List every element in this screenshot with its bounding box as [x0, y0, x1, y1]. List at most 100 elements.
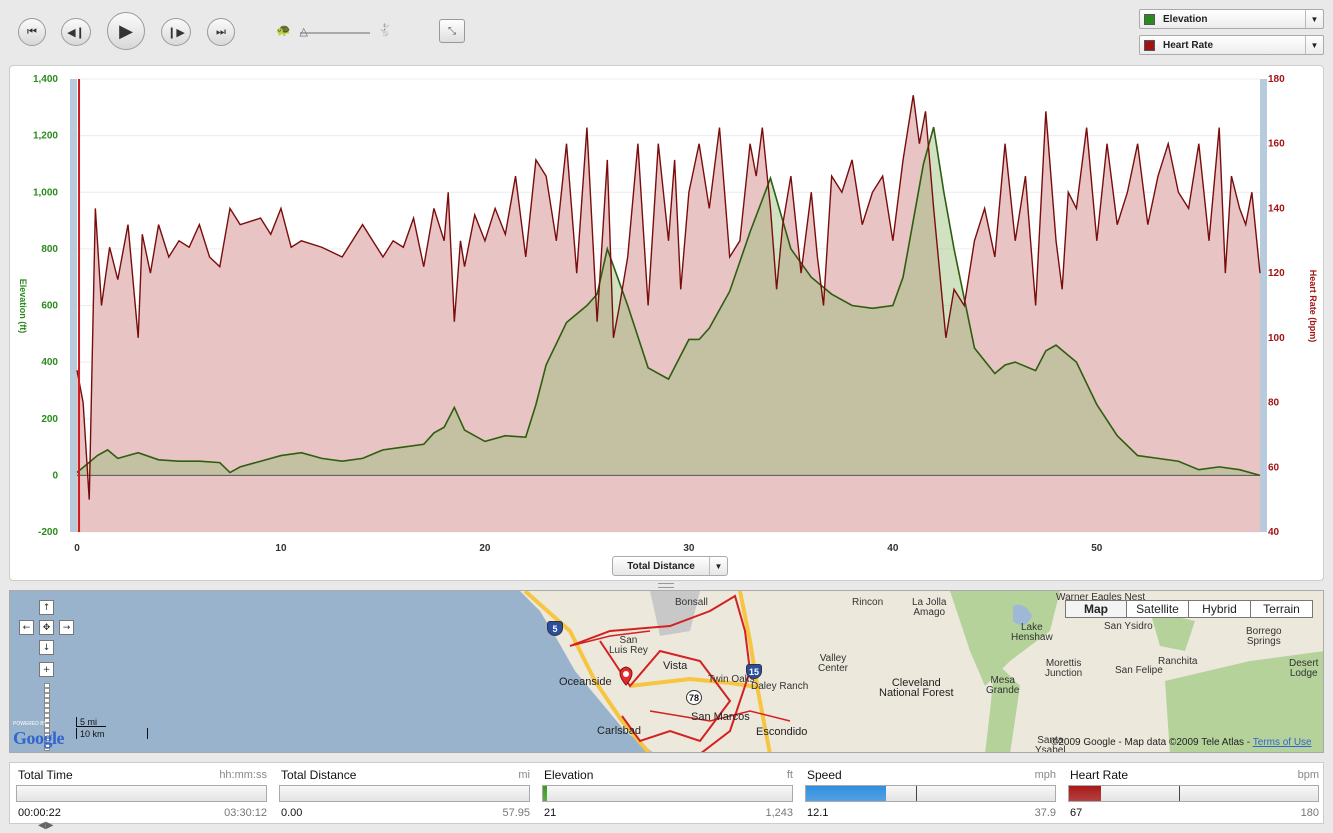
map-type-map[interactable]: Map — [1065, 600, 1127, 618]
zoom-in-icon[interactable]: + — [39, 662, 54, 677]
map-label: Mesa Grande — [986, 675, 1020, 696]
map-panel[interactable]: ↑ ← ✥ → ↓ + POWERED BY Google 5 mi 10 km… — [9, 590, 1324, 753]
chevron-down-icon[interactable]: ▼ — [709, 557, 727, 575]
x-axis-select[interactable]: Total Distance ▼ — [612, 556, 728, 576]
series-select-heart-rate[interactable]: Heart Rate ▼ — [1139, 35, 1324, 55]
map-label: Lake Henshaw — [1011, 622, 1053, 643]
y-left-tick-label: 200 — [41, 414, 58, 425]
elevation-line — [76, 126, 1261, 477]
scale-km: 10 km — [80, 729, 105, 739]
y-right-tick-label: 60 — [1268, 462, 1280, 473]
y-left-tick-label: 1,400 — [33, 74, 58, 85]
y-left-tick-label: 1,200 — [33, 131, 58, 142]
map-label: Daley Ranch — [751, 681, 809, 692]
chart-panel: -200 0 200 400 600 800 1,000 1,200 1,400 40 60 80 10… — [9, 65, 1324, 581]
zoom-slider[interactable] — [44, 683, 50, 751]
chart-svg[interactable]: -20002004006008001,0001,2001,40040608010… — [10, 66, 1323, 552]
stat-max-value: 37.9 — [1034, 807, 1056, 819]
x-axis-select-label: Total Distance — [627, 560, 695, 572]
stat-current-value: 21 — [544, 807, 557, 819]
y-right-tick-label: 140 — [1268, 203, 1285, 214]
stat-elevation: Elevation ft 21 1,243 — [542, 763, 795, 825]
y-right-tick-label: 180 — [1268, 74, 1285, 85]
map-label: Vista — [663, 660, 688, 672]
stat-current-value: 00:00:22 — [18, 807, 61, 819]
left-axis-band — [70, 79, 77, 532]
stat-current-value: 12.1 — [807, 807, 829, 819]
map-label: Twin Oaks — [708, 674, 755, 685]
turtle-icon: 🐢 — [276, 23, 291, 37]
chevron-down-icon[interactable]: ▼ — [1305, 36, 1323, 54]
stat-max-value: 1,243 — [765, 807, 793, 819]
stat-title: Elevation — [544, 768, 594, 782]
y-left-tick-label: -200 — [38, 527, 58, 538]
rabbit-icon: 🐇 — [378, 23, 393, 37]
right-axis-band — [1260, 79, 1267, 532]
map-label: San Luis Rey — [609, 635, 648, 656]
map-copyright: ©2009 Google - Map data ©2009 Tele Atlas… — [1051, 737, 1312, 748]
series-select-label: Elevation — [1163, 13, 1208, 25]
map-label: Cleveland National Forest — [879, 677, 954, 699]
powered-by-label: POWERED BY — [13, 721, 47, 727]
pan-center-icon[interactable]: ✥ — [39, 620, 54, 635]
stat-max-value: 03:30:12 — [224, 807, 267, 819]
y-right-tick-label: 100 — [1268, 333, 1285, 344]
chevron-down-icon[interactable]: ▼ — [1305, 10, 1323, 28]
stat-speed: Speed mph 12.1 37.9 — [805, 763, 1058, 825]
speed-slider-thumb[interactable]: △ — [299, 26, 308, 38]
map-label: Ranchita — [1158, 656, 1198, 667]
stat-unit: hh:mm:ss — [219, 769, 267, 781]
pan-down-icon[interactable]: ↓ — [39, 640, 54, 655]
stat-total-time: Total Time hh:mm:ss 00:00:22 03:30:12 — [16, 763, 269, 825]
x-tick-label: 10 — [275, 543, 287, 552]
pan-up-icon[interactable]: ↑ — [39, 600, 54, 615]
stat-current-value: 0.00 — [281, 807, 303, 819]
google-logo[interactable]: Google — [13, 728, 65, 748]
y-right-tick-label: 40 — [1268, 527, 1280, 538]
pan-right-icon[interactable]: → — [59, 620, 74, 635]
map-label: Rincon — [852, 597, 884, 608]
map-label: Escondido — [756, 726, 808, 738]
stat-bar-fill — [1069, 786, 1102, 801]
stat-max-value: 57.95 — [502, 807, 530, 819]
heart-rate-swatch — [1144, 39, 1155, 51]
map-type-buttons: Map Satellite Hybrid Terrain — [1065, 600, 1313, 618]
collapse-icon[interactable]: ⤡ — [439, 19, 465, 43]
series-select-elevation[interactable]: Elevation ▼ — [1139, 9, 1324, 29]
map-svg[interactable] — [10, 591, 1324, 753]
y-right-tick-label: 120 — [1268, 268, 1285, 279]
map-label: Desert Lodge — [1289, 658, 1319, 679]
y-right-tick-label: 160 — [1268, 139, 1285, 150]
map-type-terrain[interactable]: Terrain — [1250, 600, 1313, 618]
speed-track[interactable] — [300, 32, 370, 34]
pan-left-icon[interactable]: ← — [19, 620, 34, 635]
y-right-tick-label: 80 — [1268, 398, 1280, 409]
stat-bar-marker — [915, 786, 917, 801]
x-tick-label: 40 — [887, 543, 899, 552]
map-label: Borrego Springs — [1246, 626, 1282, 647]
y-left-tick-label: 600 — [41, 301, 58, 312]
y-left-tick-label: 0 — [52, 470, 58, 481]
map-label: Carlsbad — [597, 725, 642, 737]
stat-current-value: 67 — [1070, 807, 1083, 819]
terms-of-use-link[interactable]: Terms of Use — [1252, 737, 1312, 748]
skip-forward-icon[interactable]: ⏭ — [207, 18, 235, 46]
stat-bar-fill — [543, 786, 548, 801]
stat-bar — [1068, 785, 1319, 802]
step-forward-icon[interactable]: ❙▶ — [161, 18, 191, 46]
highway-shield: 78 — [686, 690, 702, 705]
resize-handle[interactable] — [658, 583, 674, 588]
play-icon[interactable]: ▶ — [107, 12, 145, 50]
stat-unit: bpm — [1297, 769, 1319, 781]
step-back-icon[interactable]: ◀❙ — [61, 18, 91, 46]
resize-grip-icon[interactable]: ◀▶ — [38, 820, 54, 831]
map-label: Morettis Junction — [1045, 658, 1083, 679]
map-type-satellite[interactable]: Satellite — [1126, 600, 1189, 618]
x-tick-label: 30 — [683, 543, 695, 552]
playback-speed-slider[interactable]: 🐢 △ 🐇 — [276, 22, 398, 42]
stat-unit: ft — [786, 769, 793, 781]
series-select-label: Heart Rate — [1163, 39, 1214, 51]
skip-back-icon[interactable]: ⏮ — [18, 18, 46, 46]
map-type-hybrid[interactable]: Hybrid — [1188, 600, 1251, 618]
stat-bar — [279, 785, 530, 802]
